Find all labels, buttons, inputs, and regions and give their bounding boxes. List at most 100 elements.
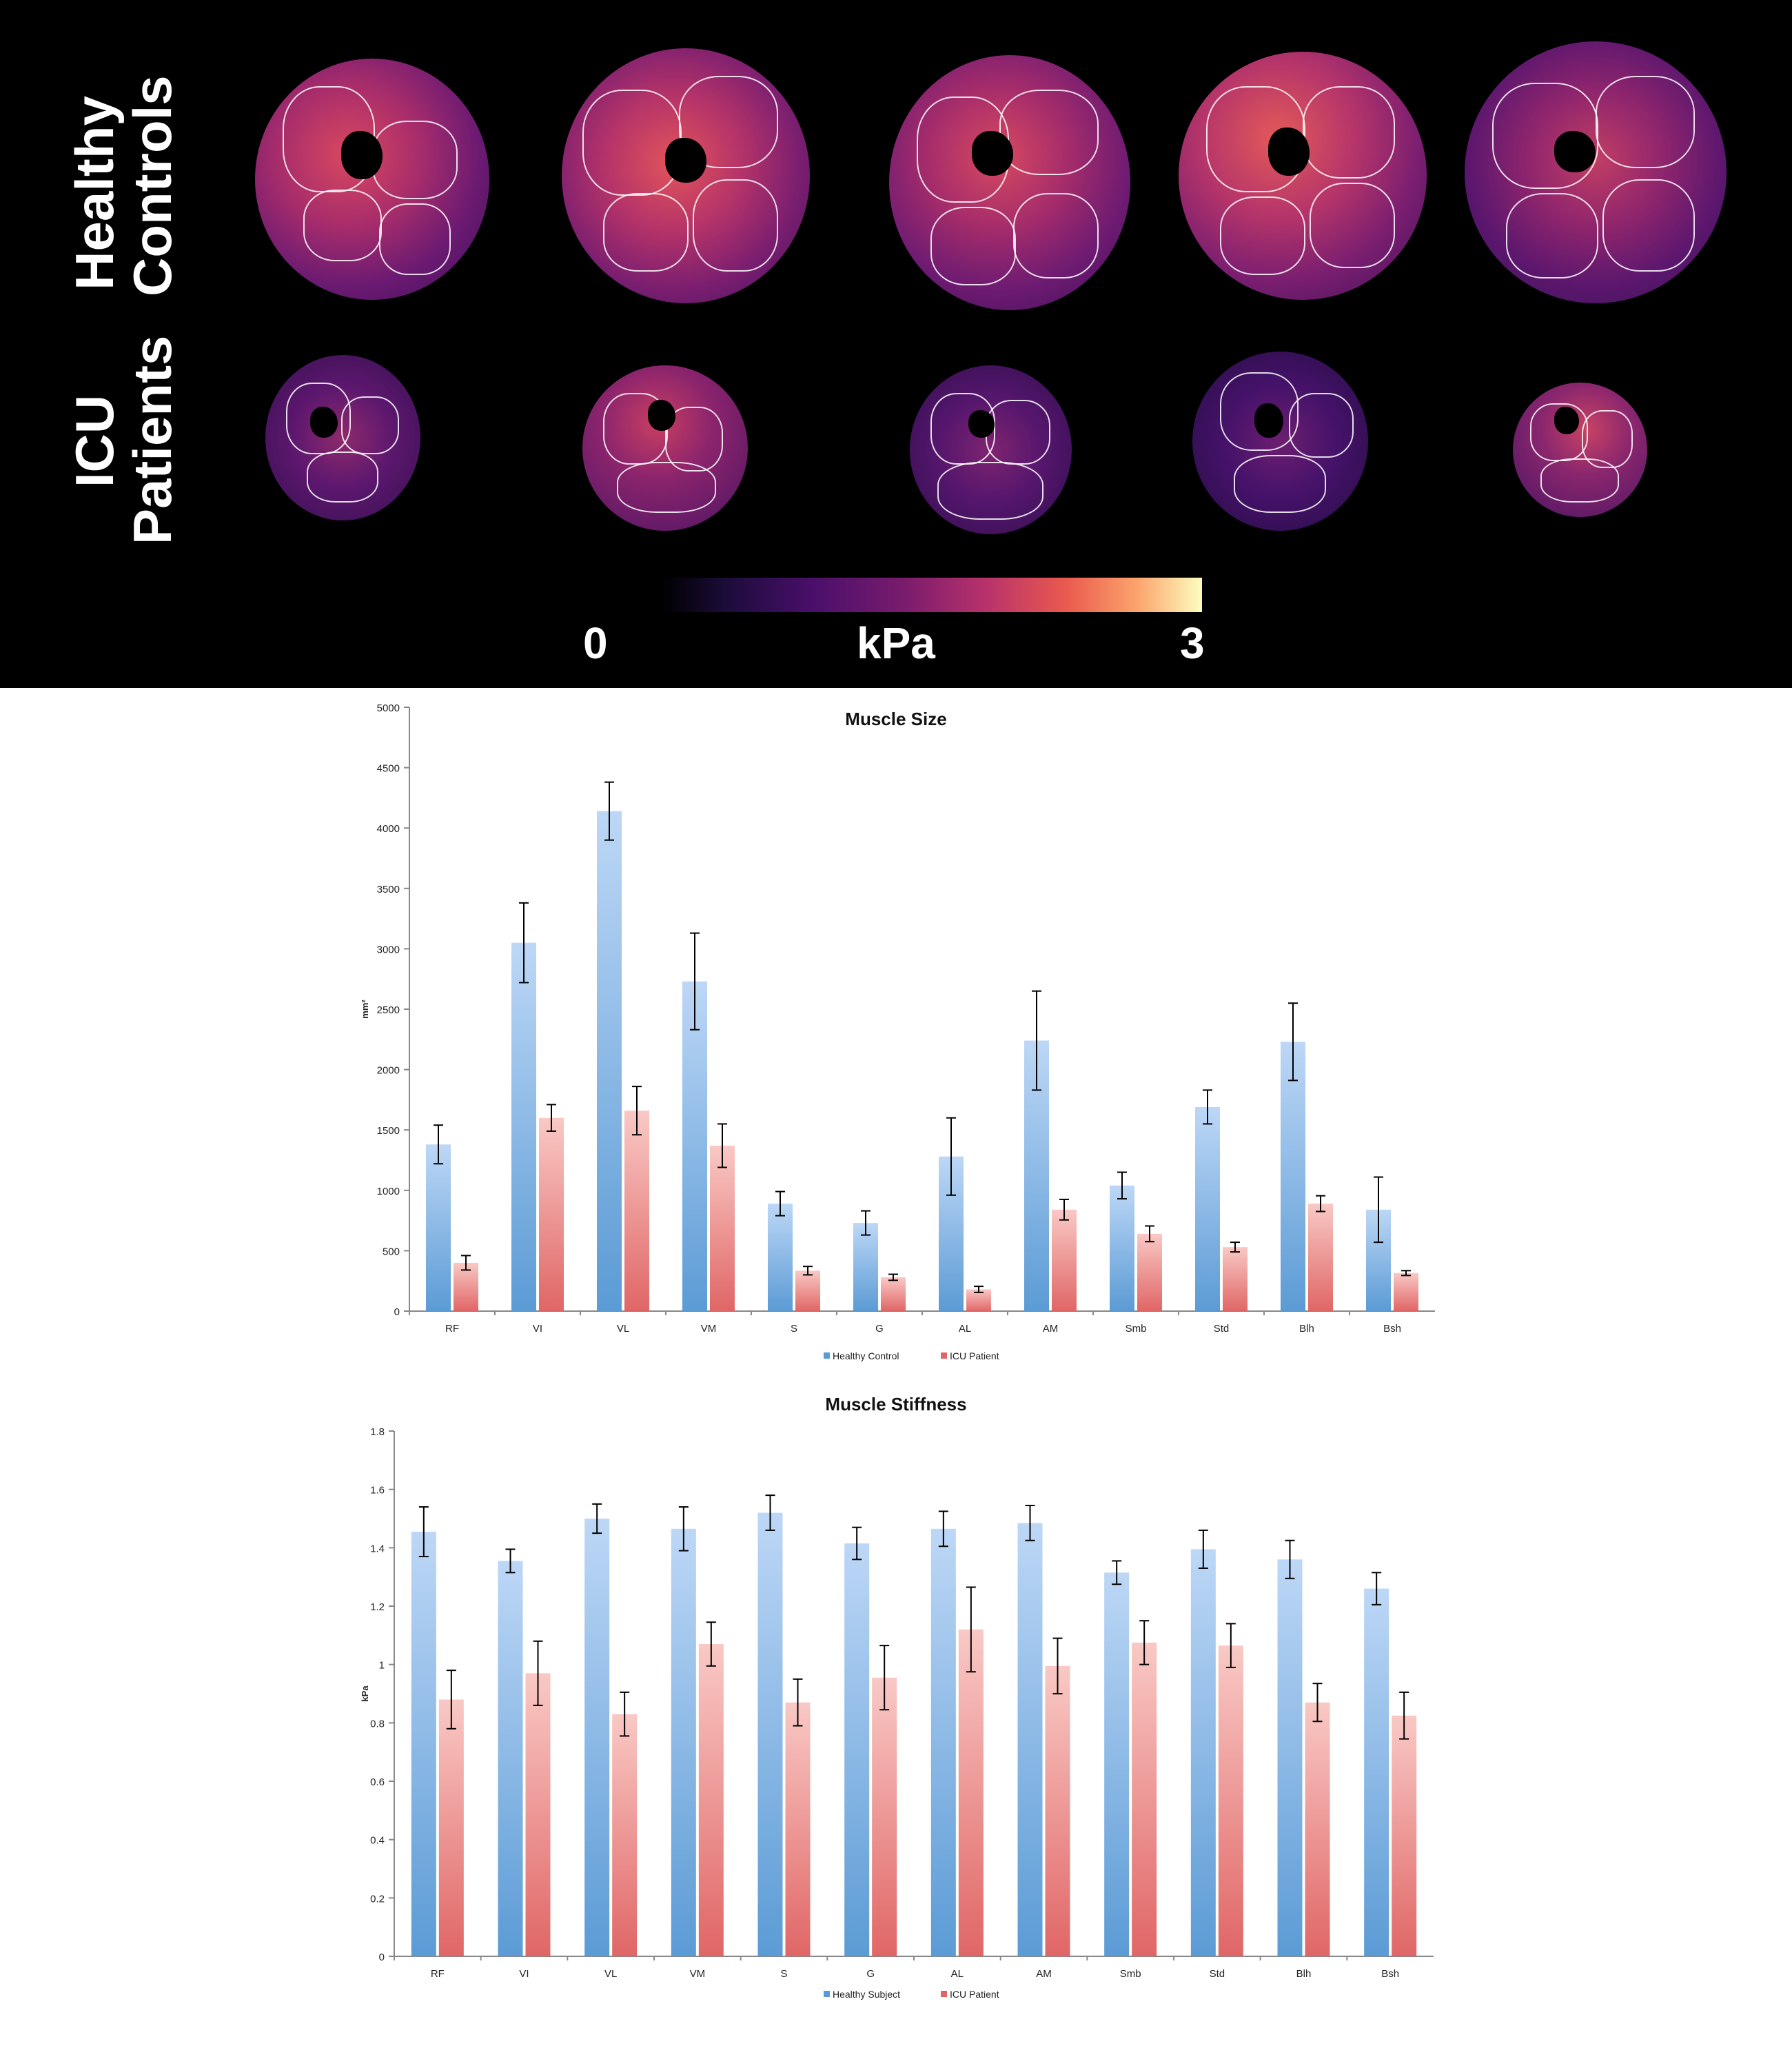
- y-axis-label: kPa: [360, 1685, 370, 1702]
- bar-healthy: [1190, 1549, 1216, 1956]
- bar-healthy: [1277, 1559, 1303, 1956]
- bar-healthy: [584, 1519, 610, 1956]
- row-label-healthy: Healthy Controls: [64, 75, 183, 296]
- bar-icu: [454, 1262, 478, 1311]
- bar-icu: [795, 1270, 820, 1311]
- bar-healthy: [1110, 1185, 1134, 1311]
- x-tick-label: Blh: [1296, 1968, 1312, 1980]
- chart-title: Muscle Size: [845, 709, 946, 729]
- x-tick-label: Smb: [1120, 1968, 1141, 1980]
- icu-map-2: [582, 365, 748, 531]
- y-tick-label: 0: [394, 1306, 400, 1318]
- x-tick-label: VL: [604, 1968, 617, 1980]
- bar-healthy: [1017, 1523, 1043, 1956]
- bar-healthy: [426, 1144, 451, 1311]
- x-tick-label: VM: [690, 1968, 706, 1980]
- x-tick-label: G: [866, 1968, 875, 1980]
- y-tick-label: 3500: [377, 884, 400, 895]
- x-tick-label: Std: [1214, 1323, 1230, 1335]
- y-tick-label: 1.8: [370, 1426, 385, 1438]
- bar-healthy: [597, 811, 622, 1311]
- bar-icu: [698, 1644, 724, 1956]
- x-tick-label: Smb: [1126, 1323, 1147, 1335]
- y-tick-label: 5000: [377, 702, 400, 714]
- y-tick-label: 2500: [377, 1004, 400, 1016]
- bar-healthy: [1364, 1588, 1389, 1956]
- y-tick-label: 1.2: [370, 1601, 385, 1613]
- legend-label: ICU Patient: [950, 1989, 999, 2000]
- icu-map-4: [1192, 352, 1368, 531]
- legend-swatch: [824, 1352, 830, 1359]
- bar-icu: [525, 1673, 551, 1956]
- bar-icu: [1132, 1642, 1157, 1956]
- bar-icu: [1305, 1702, 1330, 1956]
- x-tick-label: AM: [1043, 1323, 1059, 1335]
- bar-icu: [710, 1145, 735, 1311]
- y-tick-label: 4000: [377, 823, 400, 835]
- chart-title: Muscle Stiffness: [825, 1394, 966, 1415]
- y-tick-label: 3000: [377, 944, 400, 955]
- x-tick-label: RF: [431, 1968, 445, 1980]
- colorbar-min-label: 0: [583, 618, 608, 668]
- bar-healthy: [1104, 1572, 1130, 1956]
- y-tick-label: 500: [383, 1246, 400, 1257]
- y-tick-label: 0.6: [370, 1776, 385, 1788]
- x-tick-label: Blh: [1299, 1323, 1314, 1335]
- bar-healthy: [930, 1528, 956, 1956]
- bar-icu: [958, 1629, 984, 1956]
- icu-map-5: [1513, 383, 1647, 517]
- bar-icu: [612, 1714, 638, 1956]
- y-axis-label: mm²: [360, 1000, 370, 1019]
- healthy-map-5: [1465, 41, 1727, 303]
- bar-healthy: [671, 1528, 696, 1956]
- legend-label: Healthy Control: [833, 1350, 899, 1361]
- y-tick-label: 1: [379, 1660, 385, 1672]
- x-tick-label: G: [875, 1323, 884, 1335]
- legend-swatch: [824, 1991, 830, 1997]
- bar-icu: [1392, 1715, 1417, 1956]
- y-tick-label: 2000: [377, 1065, 400, 1077]
- healthy-map-1: [255, 59, 489, 300]
- x-tick-label: Bsh: [1381, 1968, 1399, 1980]
- x-tick-label: VL: [617, 1323, 629, 1335]
- muscle-stiffness-chart: Muscle Stiffness 0 0.2 0.4 0.6 0.8 1 1.2 1.4 1.6 1…: [360, 1394, 1434, 2000]
- x-tick-label: RF: [445, 1323, 459, 1335]
- bar-icu: [1308, 1204, 1333, 1311]
- healthy-map-2: [562, 48, 810, 303]
- y-tick-label: 4500: [377, 763, 400, 775]
- legend-swatch: [941, 1991, 947, 1997]
- x-tick-label: AL: [951, 1968, 964, 1980]
- x-tick-label: VI: [533, 1323, 542, 1335]
- y-tick-label: 0.8: [370, 1718, 385, 1730]
- y-tick-label: 0: [379, 1952, 385, 1963]
- row-label-icu: ICU Patients: [64, 335, 183, 545]
- x-tick-label: AM: [1036, 1968, 1052, 1980]
- bar-icu: [1052, 1209, 1077, 1311]
- bar-icu: [881, 1277, 906, 1311]
- y-tick-label: 0.2: [370, 1893, 385, 1905]
- icu-map-3: [910, 365, 1072, 534]
- bar-icu: [624, 1111, 649, 1311]
- bar-healthy: [768, 1204, 793, 1311]
- bar-healthy: [498, 1561, 523, 1956]
- healthy-map-3: [889, 55, 1130, 310]
- healthy-map-4: [1179, 52, 1427, 300]
- icu-map-1: [265, 355, 420, 520]
- x-tick-label: S: [791, 1323, 797, 1335]
- bar-healthy: [1195, 1106, 1220, 1311]
- colorbar: [662, 578, 1202, 612]
- y-tick-label: 1.4: [370, 1543, 385, 1554]
- bar-icu: [1394, 1273, 1418, 1311]
- x-tick-label: S: [780, 1968, 787, 1980]
- colorbar-unit-label: kPa: [857, 618, 935, 668]
- y-tick-label: 1000: [377, 1186, 400, 1197]
- bar-healthy: [682, 981, 707, 1311]
- bar-icu: [539, 1117, 564, 1311]
- y-tick-label: 1500: [377, 1125, 400, 1137]
- bar-icu: [1218, 1645, 1243, 1956]
- bar-healthy: [853, 1223, 878, 1311]
- legend-swatch: [941, 1352, 947, 1359]
- legend-label: ICU Patient: [950, 1350, 999, 1361]
- x-tick-label: VI: [519, 1968, 529, 1980]
- colorbar-max-label: 3: [1180, 618, 1205, 668]
